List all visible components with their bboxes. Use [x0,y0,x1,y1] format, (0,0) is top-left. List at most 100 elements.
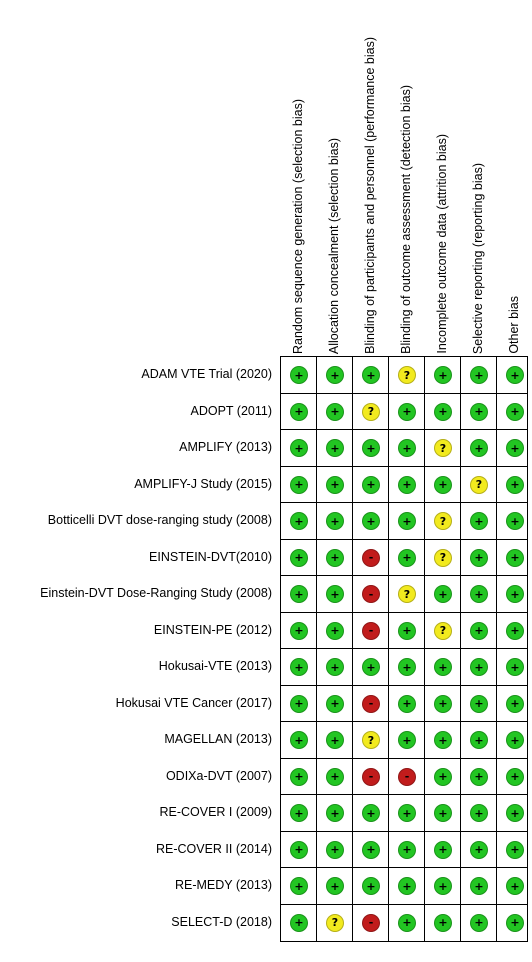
judgement-cell: + [425,795,461,832]
judgement-cell: + [461,905,497,942]
low-risk-icon: + [362,366,380,385]
low-risk-icon: + [398,840,416,859]
judgement-cell: + [281,503,317,540]
low-risk-icon: + [290,475,308,494]
low-risk-icon: + [506,731,524,750]
judgement-cell: + [317,832,353,869]
high-risk-icon: - [362,621,380,640]
column-header: Other bias [496,0,532,354]
low-risk-icon: + [470,621,488,640]
low-risk-icon: + [506,694,524,713]
grid-line-horizontal [281,392,527,394]
judgement-cell: + [281,905,317,942]
low-risk-icon: + [506,439,524,458]
judgement-cell: ? [353,722,389,759]
low-risk-icon: + [326,439,344,458]
judgement-cell: + [353,357,389,394]
grid-line-horizontal [281,757,527,759]
high-risk-icon: - [362,767,380,786]
judgement-cell: + [317,540,353,577]
high-risk-icon: - [362,548,380,567]
high-risk-icon: - [362,585,380,604]
judgement-cell: + [389,430,425,467]
unclear-risk-icon: ? [434,621,452,640]
low-risk-icon: + [470,439,488,458]
low-risk-icon: + [434,731,452,750]
low-risk-icon: + [506,913,524,932]
judgement-cell: + [461,430,497,467]
low-risk-icon: + [470,694,488,713]
column-header-label: Other bias [507,296,521,354]
judgement-cell: + [497,795,532,832]
judgement-cell: + [317,467,353,504]
judgement-cell: + [461,759,497,796]
low-risk-icon: + [326,804,344,823]
low-risk-icon: + [470,877,488,896]
high-risk-icon: - [362,913,380,932]
low-risk-icon: + [470,402,488,421]
judgement-cell: + [497,832,532,869]
judgement-cell: + [281,686,317,723]
judgement-cell: + [353,467,389,504]
judgement-cell: + [497,503,532,540]
judgement-cell: + [353,430,389,467]
grid-line-vertical [460,357,461,941]
judgement-cell: + [317,576,353,613]
judgement-cell: + [425,576,461,613]
judgement-grid: + + +? + + + + +? + + + + + + + +? + + + + + + +? + + + + +? + + + + - +?… [280,356,528,942]
low-risk-icon: + [362,475,380,494]
low-risk-icon: + [326,512,344,531]
judgement-cell: + [461,795,497,832]
low-risk-icon: + [470,767,488,786]
judgement-cell: + [353,649,389,686]
study-label: MAGELLAN (2013) [164,732,272,746]
low-risk-icon: + [506,840,524,859]
column-header-label: Blinding of outcome assessment (detectio… [399,85,413,354]
judgement-cell: + [497,759,532,796]
judgement-cell: + [389,832,425,869]
judgement-cell: + [281,832,317,869]
low-risk-icon: + [290,694,308,713]
low-risk-icon: + [506,402,524,421]
study-label: ADOPT (2011) [190,403,272,418]
judgement-cell: + [425,394,461,431]
judgement-cell: + [461,649,497,686]
judgement-cell: ? [425,503,461,540]
low-risk-icon: + [434,804,452,823]
judgement-cell: + [497,394,532,431]
low-risk-icon: + [470,585,488,604]
judgement-cell: + [353,832,389,869]
unclear-risk-icon: ? [326,913,344,932]
low-risk-icon: + [362,512,380,531]
judgement-cell: + [497,430,532,467]
unclear-risk-icon: ? [398,366,416,385]
low-risk-icon: + [326,366,344,385]
unclear-risk-icon: ? [470,475,488,494]
unclear-risk-icon: ? [362,731,380,750]
grid-line-horizontal [281,465,527,467]
judgement-cell: + [281,795,317,832]
judgement-cell: + [353,868,389,905]
grid-line-horizontal [281,794,527,795]
low-risk-icon: + [290,512,308,531]
unclear-risk-icon: ? [434,548,452,567]
column-header: Blinding of participants and personnel (… [352,0,388,354]
judgement-cell: + [461,686,497,723]
judgement-cell: - [389,759,425,796]
judgement-cell: + [461,503,497,540]
low-risk-icon: + [434,694,452,713]
low-risk-icon: + [398,694,416,713]
judgement-cell: + [281,722,317,759]
grid-line-vertical [388,357,389,941]
judgement-cell: ? [389,357,425,394]
low-risk-icon: + [290,658,308,677]
low-risk-icon: + [362,877,380,896]
low-risk-icon: + [470,731,488,750]
judgement-cell: + [461,868,497,905]
low-risk-icon: + [470,913,488,932]
low-risk-icon: + [506,621,524,640]
grid-line-horizontal [281,611,527,613]
low-risk-icon: + [506,366,524,385]
low-risk-icon: + [470,548,488,567]
